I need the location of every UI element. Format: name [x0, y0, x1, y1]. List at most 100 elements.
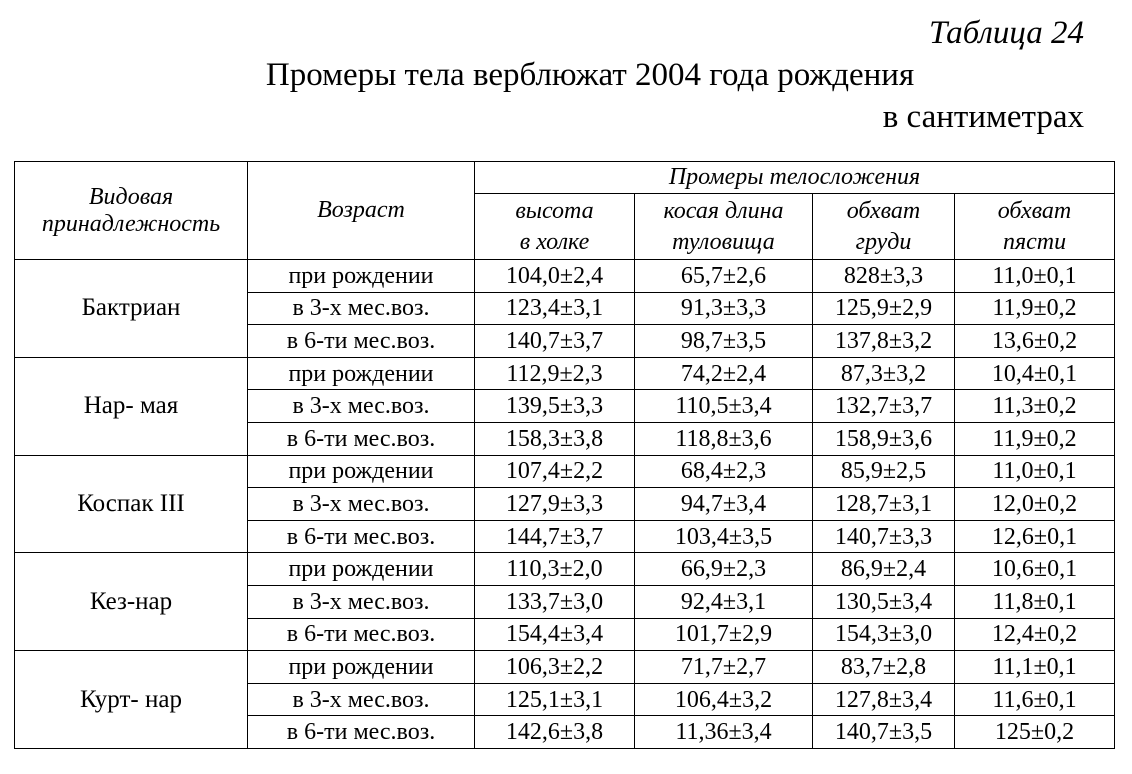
value-cell: 106,4±3,2 — [634, 682, 813, 717]
value-cell: 140,7±3,3 — [812, 519, 955, 554]
column-header-line2: пясти — [1002, 228, 1067, 255]
value-cell: 11,1±0,1 — [953, 650, 1116, 684]
age-cell: в 3-х мес.воз. — [247, 584, 475, 619]
value-cell: 11,9±0,2 — [953, 291, 1116, 326]
value-cell: 125,1±3,1 — [474, 682, 635, 717]
value-cell: 112,9±2,3 — [474, 356, 635, 391]
age-cell: при рождении — [247, 259, 475, 293]
species-cell: Бактриан — [14, 259, 248, 358]
table-row: в 6-ти мес.воз. 154,4±3,4 101,7±2,9 154,3±3… — [15, 617, 1116, 652]
species-header: Видовая принадлежность — [14, 161, 248, 260]
value-cell: 133,7±3,0 — [474, 584, 635, 619]
value-cell: 106,3±2,2 — [474, 650, 635, 684]
value-cell: 68,4±2,3 — [634, 454, 813, 489]
value-cell: 12,4±0,2 — [953, 617, 1116, 652]
column-header-line1: косая длина — [663, 197, 784, 224]
table-row: в 3-х мес.воз. 133,7±3,0 92,4±3,1 130,5±3,4… — [15, 584, 1116, 619]
value-cell: 154,4±3,4 — [474, 617, 635, 652]
column-header-line1: обхват — [997, 197, 1072, 224]
value-cell: 10,4±0,1 — [953, 356, 1116, 391]
species-cell: Кез-нар — [14, 552, 248, 652]
value-cell: 11,9±0,2 — [953, 421, 1116, 456]
value-cell: 85,9±2,5 — [812, 454, 955, 489]
value-cell: 130,5±3,4 — [812, 584, 955, 619]
column-header-body-length: косая длина туловища — [634, 193, 813, 260]
value-cell: 10,6±0,1 — [953, 552, 1116, 586]
table-row: Коспак III при рождении 107,4±2,2 68,4±2,3 8… — [14, 454, 1116, 554]
value-cell: 142,6±3,8 — [474, 715, 635, 749]
column-header-chest-girth: обхват груди — [812, 193, 955, 260]
value-cell: 140,7±3,5 — [812, 715, 955, 749]
species-cell: Коспак III — [14, 454, 248, 554]
age-cell: при рождении — [247, 650, 475, 684]
value-cell: 125,9±2,9 — [812, 291, 955, 326]
table-row: в 3-х мес.воз. 139,5±3,3 110,5±3,4 132,7±3,… — [15, 389, 1116, 423]
table-row: Нар- мая при рождении 112,9±2,3 74,2±2,4 87,… — [14, 356, 1116, 456]
species-header-line1: Видовая — [88, 183, 174, 210]
value-cell: 12,0±0,2 — [953, 487, 1116, 521]
table-row: Кез-нар при рождении 110,3±2,0 66,9±2,3 86,9… — [14, 552, 1116, 652]
value-cell: 107,4±2,2 — [474, 454, 635, 489]
column-header-line1: высота — [515, 197, 594, 224]
species-header-line2: принадлежность — [41, 210, 221, 237]
age-cell: при рождении — [247, 356, 475, 391]
table-number: Таблица 24 — [929, 15, 1084, 51]
age-cell: в 6-ти мес.воз. — [247, 519, 475, 554]
table-row: в 6-ти мес.воз. 142,6±3,8 11,36±3,4 140,7±3… — [15, 715, 1116, 749]
table-row: Бактриан при рождении 104,0±2,4 65,7±2,6 828… — [14, 259, 1116, 358]
measurements-group-header: Промеры телосложения — [473, 161, 1116, 194]
age-cell: в 3-х мес.воз. — [247, 389, 475, 423]
age-cell: в 6-ти мес.воз. — [247, 324, 475, 358]
age-cell: при рождении — [247, 454, 475, 489]
value-cell: 139,5±3,3 — [474, 389, 635, 423]
age-cell: в 3-х мес.воз. — [247, 487, 475, 521]
species-cell: Курт- нар — [14, 650, 248, 749]
age-cell: в 3-х мес.воз. — [247, 291, 475, 326]
value-cell: 154,3±3,0 — [812, 617, 955, 652]
column-header-withers-height: высота в холке — [474, 193, 635, 260]
age-cell: при рождении — [247, 552, 475, 586]
value-cell: 11,8±0,1 — [953, 584, 1116, 619]
age-cell: в 3-х мес.воз. — [247, 682, 475, 717]
species-cell: Нар- мая — [14, 356, 248, 456]
value-cell: 13,6±0,2 — [953, 324, 1116, 358]
value-cell: 118,8±3,6 — [634, 421, 813, 456]
value-cell: 101,7±2,9 — [634, 617, 813, 652]
value-cell: 86,9±2,4 — [812, 552, 955, 586]
value-cell: 12,6±0,1 — [953, 519, 1116, 554]
value-cell: 128,7±3,1 — [812, 487, 955, 521]
age-header: Возраст — [247, 161, 475, 260]
value-cell: 132,7±3,7 — [812, 389, 955, 423]
column-header-metacarpus-girth: обхват пясти — [953, 193, 1116, 260]
value-cell: 11,0±0,1 — [953, 259, 1116, 293]
value-cell: 66,9±2,3 — [634, 552, 813, 586]
column-header-line2: груди — [855, 228, 912, 255]
value-cell: 127,9±3,3 — [474, 487, 635, 521]
value-cell: 74,2±2,4 — [634, 356, 813, 391]
table-header: Видовая принадлежность Возраст Промеры т… — [14, 161, 1116, 260]
value-cell: 137,8±3,2 — [812, 324, 955, 358]
value-cell: 104,0±2,4 — [474, 259, 635, 293]
table-row: в 6-ти мес.воз. 158,3±3,8 118,8±3,6 158,9±3… — [15, 421, 1116, 456]
value-cell: 87,3±3,2 — [812, 356, 955, 391]
table-units: в сантиметрах — [882, 99, 1084, 135]
column-header-line1: обхват — [846, 197, 921, 224]
value-cell: 125±0,2 — [953, 715, 1116, 749]
value-cell: 103,4±3,5 — [634, 519, 813, 554]
column-header-line2: в холке — [519, 228, 590, 255]
age-cell: в 6-ти мес.воз. — [247, 715, 475, 749]
measurements-table: Видовая принадлежность Возраст Промеры т… — [14, 161, 1116, 749]
value-cell: 98,7±3,5 — [634, 324, 813, 358]
value-cell: 110,3±2,0 — [474, 552, 635, 586]
value-cell: 91,3±3,3 — [634, 291, 813, 326]
value-cell: 94,7±3,4 — [634, 487, 813, 521]
value-cell: 127,8±3,4 — [812, 682, 955, 717]
table-row: в 3-х мес.воз. 125,1±3,1 106,4±3,2 127,8±3,… — [15, 682, 1116, 717]
value-cell: 123,4±3,1 — [474, 291, 635, 326]
value-cell: 11,3±0,2 — [953, 389, 1116, 423]
value-cell: 11,0±0,1 — [953, 454, 1116, 489]
value-cell: 92,4±3,1 — [634, 584, 813, 619]
value-cell: 828±3,3 — [812, 259, 955, 293]
column-header-line2: туловища — [672, 228, 775, 255]
table-row: Курт- нар при рождении 106,3±2,2 71,7±2,7 83… — [14, 650, 1116, 749]
